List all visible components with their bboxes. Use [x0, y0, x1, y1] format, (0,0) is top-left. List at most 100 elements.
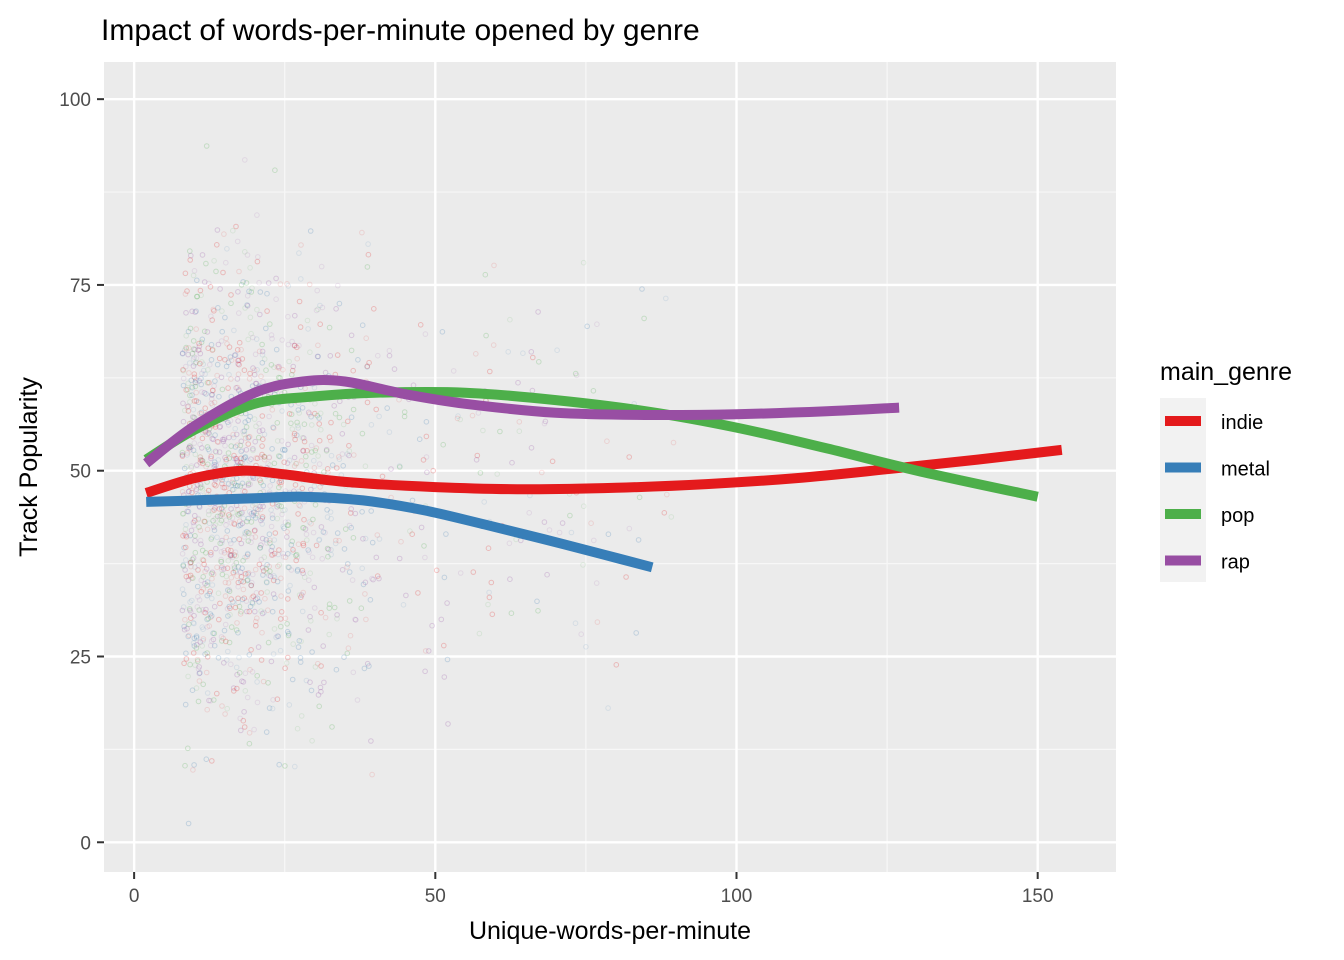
scatter-point [251, 528, 258, 534]
scatter-point [237, 715, 243, 722]
scatter-point [242, 419, 248, 425]
scatter-point [197, 670, 203, 676]
scatter-point [282, 665, 288, 672]
scatter-point [313, 445, 320, 451]
scatter-point [196, 343, 203, 350]
scatter-point [526, 510, 533, 516]
scatter-point [187, 392, 193, 399]
scatter-point [263, 578, 270, 585]
scatter-point [263, 367, 269, 374]
scatter-point [208, 536, 214, 542]
scatter-point [228, 376, 234, 382]
scatter-point [214, 242, 220, 248]
scatter-point [341, 654, 347, 661]
scatter-point [231, 452, 237, 459]
scatter-point [549, 458, 556, 465]
scatter-point [324, 545, 331, 552]
scatter-point [211, 507, 217, 513]
scatter-point [239, 565, 245, 572]
scatter-point [228, 547, 234, 554]
scatter-point [306, 549, 312, 555]
scatter-point [313, 542, 320, 549]
scatter-point [261, 456, 268, 463]
scatter-point [197, 360, 203, 367]
scatter-point [263, 537, 270, 543]
scatter-point [429, 622, 435, 629]
scatter-point [345, 645, 352, 652]
scatter-point [535, 309, 541, 315]
scatter-point [230, 685, 237, 691]
scatter-point [350, 669, 357, 676]
scatter-point [250, 365, 256, 371]
scatter-point [237, 483, 244, 489]
scatter-point [321, 469, 327, 475]
scatter-point [311, 584, 318, 591]
scatter-point [303, 462, 309, 469]
scatter-point [197, 481, 204, 488]
scatter-point [226, 603, 233, 610]
scatter-point [364, 660, 371, 667]
scatter-point [229, 554, 236, 561]
scatter-point [235, 361, 241, 367]
scatter-point [213, 545, 219, 552]
scatter-point [322, 369, 329, 376]
scatter-point [242, 554, 248, 561]
scatter-point [273, 275, 279, 282]
scatter-point [190, 620, 197, 626]
scatter-point [266, 454, 273, 460]
scatter-point [181, 591, 187, 598]
scatter-point [194, 583, 201, 590]
scatter-point [364, 660, 371, 667]
scatter-point [225, 481, 232, 487]
scatter-point [234, 442, 240, 449]
scatter-point [332, 540, 339, 547]
scatter-point [316, 703, 323, 710]
scatter-point [207, 284, 214, 290]
scatter-point [663, 295, 669, 302]
scatter-point [220, 438, 227, 445]
scatter-point [211, 642, 218, 649]
scatter-point [288, 542, 295, 548]
scatter-point [218, 558, 224, 565]
scatter-point [308, 618, 314, 624]
scatter-point [269, 512, 276, 518]
scatter-point [341, 546, 348, 552]
scatter-point [260, 379, 266, 385]
scatter-point [236, 268, 242, 275]
scatter-point [233, 627, 240, 633]
scatter-point [253, 590, 260, 596]
scatter-point [285, 596, 291, 602]
scatter-point [346, 569, 353, 575]
scatter-point [190, 650, 197, 656]
scatter-point [368, 422, 375, 428]
scatter-point [179, 350, 186, 357]
scatter-point [193, 355, 200, 362]
scatter-point [263, 566, 270, 572]
scatter-point [322, 614, 329, 621]
scatter-point [258, 657, 265, 663]
scatter-point [281, 459, 288, 466]
scatter-point [190, 272, 197, 279]
scatter-point [253, 380, 259, 387]
scatter-point [334, 530, 341, 536]
scatter-point [416, 436, 423, 443]
scatter-point [187, 248, 193, 254]
scatter-point [189, 392, 195, 398]
scatter-point [259, 521, 266, 527]
scatter-point [245, 515, 252, 522]
scatter-point [227, 354, 234, 360]
scatter-point [200, 626, 206, 633]
scatter-point [211, 461, 217, 468]
scatter-point [219, 638, 225, 644]
scatter-point [195, 562, 202, 569]
scatter-point [348, 414, 355, 421]
scatter-point [203, 550, 209, 556]
scatter-point [217, 286, 223, 292]
scatter-point [266, 531, 273, 538]
scatter-point [193, 645, 200, 651]
scatter-point [246, 509, 253, 515]
scatter-point [346, 448, 353, 454]
scatter-point [232, 455, 239, 462]
scatter-point [191, 635, 198, 642]
scatter-point [281, 525, 287, 532]
